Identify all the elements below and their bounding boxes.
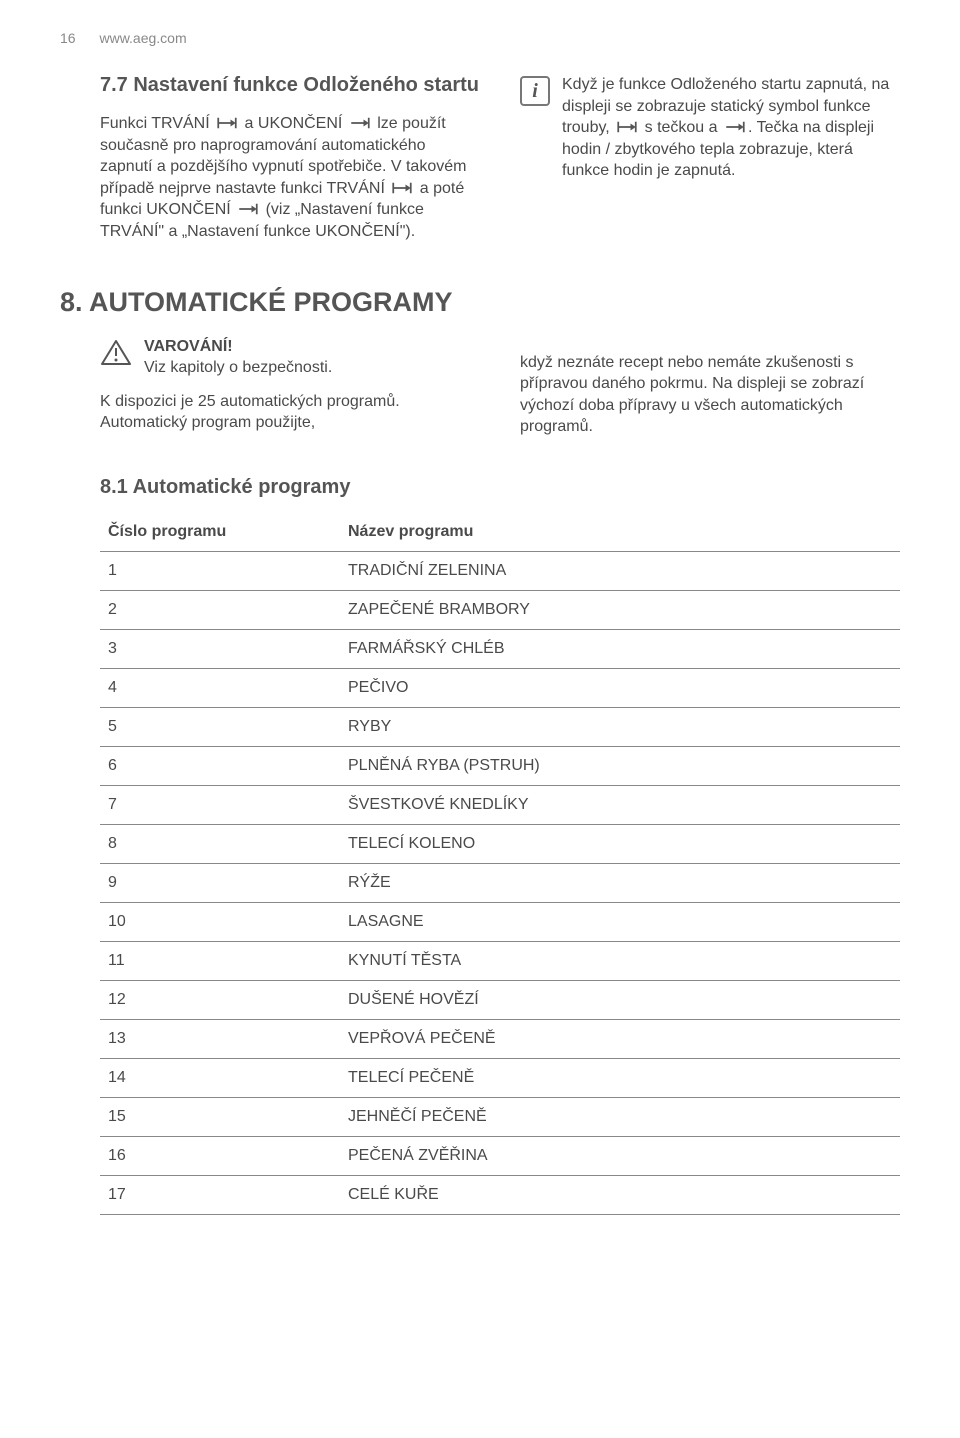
- warning-icon: [100, 338, 132, 366]
- info-box: i Když je funkce Odloženého startu zapnu…: [520, 74, 900, 182]
- section-8-1-title: 8.1 Automatické programy: [100, 476, 900, 499]
- programs-table: Číslo programu Název programu 1TRADIČNÍ …: [100, 513, 900, 1215]
- table-row: 1TRADIČNÍ ZELENINA: [100, 551, 900, 590]
- program-name: ŠVESTKOVÉ KNEDLÍKY: [340, 785, 900, 824]
- section-7-7-title: 7.7 Nastavení funkce Odloženého startu: [100, 74, 480, 97]
- program-name: RYBY: [340, 707, 900, 746]
- program-name: CELÉ KUŘE: [340, 1175, 900, 1214]
- table-row: 3FARMÁŘSKÝ CHLÉB: [100, 629, 900, 668]
- program-name: LASAGNE: [340, 902, 900, 941]
- table-row: 14TELECÍ PEČENĚ: [100, 1058, 900, 1097]
- program-name: PEČENÁ ZVĚŘINA: [340, 1136, 900, 1175]
- program-number: 3: [100, 629, 340, 668]
- end-icon: [349, 116, 371, 130]
- chapter-8-col1-p2: K dispozici je 25 automatických programů…: [100, 391, 480, 434]
- program-number: 7: [100, 785, 340, 824]
- program-name: ZAPEČENÉ BRAMBORY: [340, 590, 900, 629]
- program-number: 2: [100, 590, 340, 629]
- program-name: TELECÍ PEČENĚ: [340, 1058, 900, 1097]
- program-number: 12: [100, 980, 340, 1019]
- col-header-name: Název programu: [340, 513, 900, 552]
- program-number: 9: [100, 863, 340, 902]
- program-number: 16: [100, 1136, 340, 1175]
- program-name: JEHNĚČÍ PEČENĚ: [340, 1097, 900, 1136]
- duration-icon: [216, 116, 238, 130]
- program-number: 14: [100, 1058, 340, 1097]
- table-row: 12DUŠENÉ HOVĚZÍ: [100, 980, 900, 1019]
- program-number: 6: [100, 746, 340, 785]
- manual-page: 16 www.aeg.com 7.7 Nastavení funkce Odlo…: [0, 0, 960, 1255]
- table-header-row: Číslo programu Název programu: [100, 513, 900, 552]
- table-row: 9RÝŽE: [100, 863, 900, 902]
- page-header: 16 www.aeg.com: [60, 30, 900, 46]
- program-name: PEČIVO: [340, 668, 900, 707]
- program-name: TRADIČNÍ ZELENINA: [340, 551, 900, 590]
- table-row: 8TELECÍ KOLENO: [100, 824, 900, 863]
- col-header-number: Číslo programu: [100, 513, 340, 552]
- program-name: VEPŘOVÁ PEČENĚ: [340, 1019, 900, 1058]
- table-row: 17CELÉ KUŘE: [100, 1175, 900, 1214]
- table-row: 11KYNUTÍ TĚSTA: [100, 941, 900, 980]
- program-number: 17: [100, 1175, 340, 1214]
- chapter-8-title: 8. AUTOMATICKÉ PROGRAMY: [60, 287, 900, 318]
- table-row: 10LASAGNE: [100, 902, 900, 941]
- warning-title: VAROVÁNÍ!: [144, 336, 332, 358]
- program-name: PLNĚNÁ RYBA (PSTRUH): [340, 746, 900, 785]
- duration-icon: [391, 181, 413, 195]
- program-name: KYNUTÍ TĚSTA: [340, 941, 900, 980]
- table-row: 16PEČENÁ ZVĚŘINA: [100, 1136, 900, 1175]
- table-row: 13VEPŘOVÁ PEČENĚ: [100, 1019, 900, 1058]
- chapter-8-intro: VAROVÁNÍ! Viz kapitoly o bezpečnosti. K …: [100, 336, 900, 454]
- duration-icon: [616, 120, 638, 134]
- program-name: DUŠENÉ HOVĚZÍ: [340, 980, 900, 1019]
- table-row: 7ŠVESTKOVÉ KNEDLÍKY: [100, 785, 900, 824]
- program-number: 1: [100, 551, 340, 590]
- table-row: 2ZAPEČENÉ BRAMBORY: [100, 590, 900, 629]
- info-text: Když je funkce Odloženého startu zapnutá…: [562, 74, 900, 182]
- program-name: TELECÍ KOLENO: [340, 824, 900, 863]
- program-number: 15: [100, 1097, 340, 1136]
- table-row: 15JEHNĚČÍ PEČENĚ: [100, 1097, 900, 1136]
- end-icon: [237, 202, 259, 216]
- program-number: 5: [100, 707, 340, 746]
- section-7-7-body: Funkci TRVÁNÍ a UKONČENÍ lze použít souč…: [100, 113, 480, 243]
- site-url: www.aeg.com: [99, 30, 186, 46]
- program-number: 8: [100, 824, 340, 863]
- program-number: 11: [100, 941, 340, 980]
- table-row: 4PEČIVO: [100, 668, 900, 707]
- program-number: 10: [100, 902, 340, 941]
- warning-text: Viz kapitoly o bezpečnosti.: [144, 357, 332, 379]
- chapter-8-col2-p2: když neznáte recept nebo nemáte zkušenos…: [520, 352, 900, 438]
- table-row: 6PLNĚNÁ RYBA (PSTRUH): [100, 746, 900, 785]
- program-number: 13: [100, 1019, 340, 1058]
- program-name: FARMÁŘSKÝ CHLÉB: [340, 629, 900, 668]
- warning-block: VAROVÁNÍ! Viz kapitoly o bezpečnosti.: [100, 336, 480, 379]
- table-row: 5RYBY: [100, 707, 900, 746]
- section-7-7: 7.7 Nastavení funkce Odloženého startu F…: [100, 74, 900, 259]
- info-icon: i: [520, 76, 550, 106]
- end-icon: [724, 120, 746, 134]
- program-number: 4: [100, 668, 340, 707]
- page-number: 16: [60, 30, 76, 46]
- program-name: RÝŽE: [340, 863, 900, 902]
